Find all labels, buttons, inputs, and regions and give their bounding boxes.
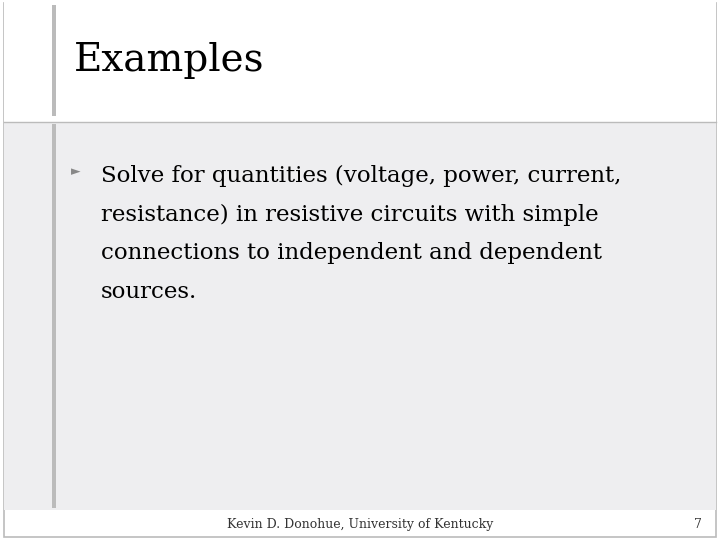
Text: 7: 7 [694, 518, 702, 531]
Bar [4, 0, 716, 122]
Bar [52, 124, 56, 508]
Text: ►: ► [71, 165, 80, 178]
Bar [4, 122, 716, 510]
Text: connections to independent and dependent: connections to independent and dependent [101, 242, 602, 265]
Text: Solve for quantities (voltage, power, current,: Solve for quantities (voltage, power, cu… [101, 165, 621, 187]
Text: Kevin D. Donohue, University of Kentucky: Kevin D. Donohue, University of Kentucky [227, 518, 493, 531]
Text: Examples: Examples [74, 42, 265, 79]
Bar [52, 5, 56, 116]
Text: resistance) in resistive circuits with simple: resistance) in resistive circuits with s… [101, 204, 598, 226]
Text: sources.: sources. [101, 281, 197, 303]
